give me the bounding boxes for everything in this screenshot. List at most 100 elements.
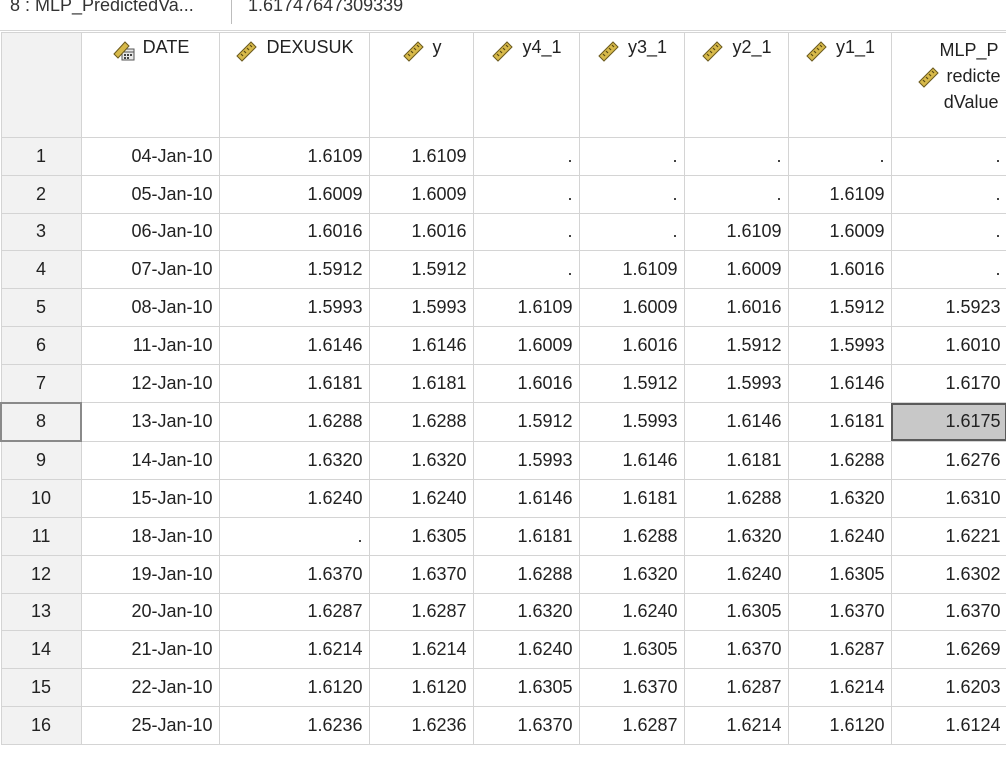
cell-y3-1[interactable]: 1.6240	[578, 592, 685, 632]
cell-dexusuk[interactable]: 1.6109	[218, 137, 370, 176]
cell-mlp-predicted-value[interactable]: 1.6276	[890, 440, 1006, 481]
cell-dexusuk[interactable]: 1.6016	[218, 212, 370, 252]
cell-y2-1[interactable]: 1.6287	[683, 668, 789, 707]
cell-y1-1[interactable]: 1.6109	[787, 174, 892, 214]
cell-y3-1[interactable]: 1.5993	[578, 402, 685, 442]
cell-mlp-predicted-value[interactable]: 1.6010	[890, 325, 1006, 365]
cell-date[interactable]: 12-Jan-10	[80, 363, 220, 404]
cell-y4-1[interactable]: .	[472, 137, 580, 176]
cell-y1-1[interactable]: 1.6214	[787, 668, 892, 707]
cell-date[interactable]: 04-Jan-10	[80, 137, 220, 176]
cell-date[interactable]: 15-Jan-10	[80, 479, 220, 518]
cell-y3-1[interactable]: 1.6181	[578, 479, 685, 518]
row-number[interactable]: 10	[0, 479, 82, 518]
cell-y4-1[interactable]: .	[472, 174, 580, 214]
cell-mlp-predicted-value[interactable]: 1.6203	[890, 668, 1006, 707]
cell-y3-1[interactable]: .	[578, 212, 685, 252]
column-header-dexusuk[interactable]: DEXUSUK	[218, 32, 370, 138]
cell-y2-1[interactable]: 1.5912	[683, 325, 789, 365]
cell-y[interactable]: 1.6370	[368, 554, 474, 594]
cell-date[interactable]: 11-Jan-10	[80, 325, 220, 365]
cell-dexusuk[interactable]: 1.6146	[218, 325, 370, 365]
column-header-y1-1[interactable]: y1_1	[787, 32, 892, 138]
cell-mlp-predicted-value[interactable]: 1.6221	[890, 516, 1006, 556]
row-number[interactable]: 15	[0, 668, 82, 707]
cell-y[interactable]: 1.5993	[368, 288, 474, 327]
cell-y3-1[interactable]: 1.6009	[578, 288, 685, 327]
cell-y3-1[interactable]: 1.6287	[578, 705, 685, 745]
cell-mlp-predicted-value[interactable]: .	[890, 174, 1006, 214]
cell-y3-1[interactable]: 1.6370	[578, 668, 685, 707]
row-number[interactable]: 4	[0, 250, 82, 290]
cell-y[interactable]: 1.6305	[368, 516, 474, 556]
cell-y3-1[interactable]: 1.6305	[578, 630, 685, 670]
cell-y[interactable]: 1.6288	[368, 402, 474, 442]
cell-y4-1[interactable]: 1.6109	[472, 288, 580, 327]
cell-y4-1[interactable]: .	[472, 212, 580, 252]
cell-y4-1[interactable]: 1.6009	[472, 325, 580, 365]
cell-y3-1[interactable]: .	[578, 137, 685, 176]
cell-y2-1[interactable]: 1.6181	[683, 440, 789, 481]
row-number[interactable]: 5	[0, 288, 82, 327]
column-header-date[interactable]: DATE	[80, 32, 220, 138]
cell-y3-1[interactable]: 1.6016	[578, 325, 685, 365]
cell-y3-1[interactable]: 1.6109	[578, 250, 685, 290]
cell-y2-1[interactable]: 1.6240	[683, 554, 789, 594]
cell-y3-1[interactable]: .	[578, 174, 685, 214]
cell-y3-1[interactable]: 1.5912	[578, 363, 685, 404]
column-header-y4-1[interactable]: y4_1	[472, 32, 580, 138]
cell-dexusuk[interactable]: 1.6181	[218, 363, 370, 404]
cell-dexusuk[interactable]: 1.6287	[218, 592, 370, 632]
cell-y[interactable]: 1.6146	[368, 325, 474, 365]
row-number[interactable]: 8	[0, 401, 82, 443]
cell-mlp-predicted-value[interactable]: 1.6269	[890, 630, 1006, 670]
cell-mlp-predicted-value[interactable]: .	[890, 212, 1006, 252]
cell-y4-1[interactable]: 1.6016	[472, 363, 580, 404]
column-header-y[interactable]: y	[368, 32, 474, 138]
cell-y1-1[interactable]: 1.6120	[787, 705, 892, 745]
cell-dexusuk[interactable]: 1.6288	[218, 402, 370, 442]
cell-y2-1[interactable]: 1.6146	[683, 402, 789, 442]
cell-y1-1[interactable]: 1.6288	[787, 440, 892, 481]
cell-y4-1[interactable]: .	[472, 250, 580, 290]
cell-value-field[interactable]: 1.61747647309339	[248, 0, 404, 15]
row-number[interactable]: 12	[0, 554, 82, 594]
cell-date[interactable]: 13-Jan-10	[80, 402, 220, 442]
cell-y1-1[interactable]: 1.6240	[787, 516, 892, 556]
cell-dexusuk[interactable]: .	[218, 516, 370, 556]
cell-date[interactable]: 21-Jan-10	[80, 630, 220, 670]
cell-y1-1[interactable]: 1.6287	[787, 630, 892, 670]
row-number[interactable]: 2	[0, 174, 82, 214]
cell-y2-1[interactable]: 1.5993	[683, 363, 789, 404]
row-number[interactable]: 1	[0, 137, 82, 176]
cell-date[interactable]: 05-Jan-10	[80, 174, 220, 214]
cell-mlp-predicted-value[interactable]: 1.5923	[890, 288, 1006, 327]
cell-date[interactable]: 20-Jan-10	[80, 592, 220, 632]
cell-y[interactable]: 1.6287	[368, 592, 474, 632]
cell-y4-1[interactable]: 1.6146	[472, 479, 580, 518]
cell-y[interactable]: 1.6214	[368, 630, 474, 670]
cell-date[interactable]: 25-Jan-10	[80, 705, 220, 745]
cell-y1-1[interactable]: .	[787, 137, 892, 176]
cell-y[interactable]: 1.6109	[368, 137, 474, 176]
row-number[interactable]: 9	[0, 440, 82, 481]
row-number[interactable]: 14	[0, 630, 82, 670]
cell-date[interactable]: 07-Jan-10	[80, 250, 220, 290]
cell-y2-1[interactable]: 1.6016	[683, 288, 789, 327]
row-number[interactable]: 13	[0, 592, 82, 632]
cell-mlp-predicted-value[interactable]: 1.6124	[890, 705, 1006, 745]
row-number[interactable]: 7	[0, 363, 82, 404]
cell-mlp-predicted-value[interactable]: 1.6170	[890, 363, 1006, 404]
corner-cell[interactable]	[0, 32, 82, 138]
cell-dexusuk[interactable]: 1.6320	[218, 440, 370, 481]
cell-y4-1[interactable]: 1.6181	[472, 516, 580, 556]
cell-mlp-predicted-value[interactable]: .	[890, 250, 1006, 290]
cell-y1-1[interactable]: 1.6009	[787, 212, 892, 252]
cell-y3-1[interactable]: 1.6320	[578, 554, 685, 594]
cell-y[interactable]: 1.6236	[368, 705, 474, 745]
cell-y[interactable]: 1.6320	[368, 440, 474, 481]
cell-date[interactable]: 19-Jan-10	[80, 554, 220, 594]
cell-dexusuk[interactable]: 1.6214	[218, 630, 370, 670]
cell-y[interactable]: 1.6181	[368, 363, 474, 404]
cell-y1-1[interactable]: 1.6370	[787, 592, 892, 632]
